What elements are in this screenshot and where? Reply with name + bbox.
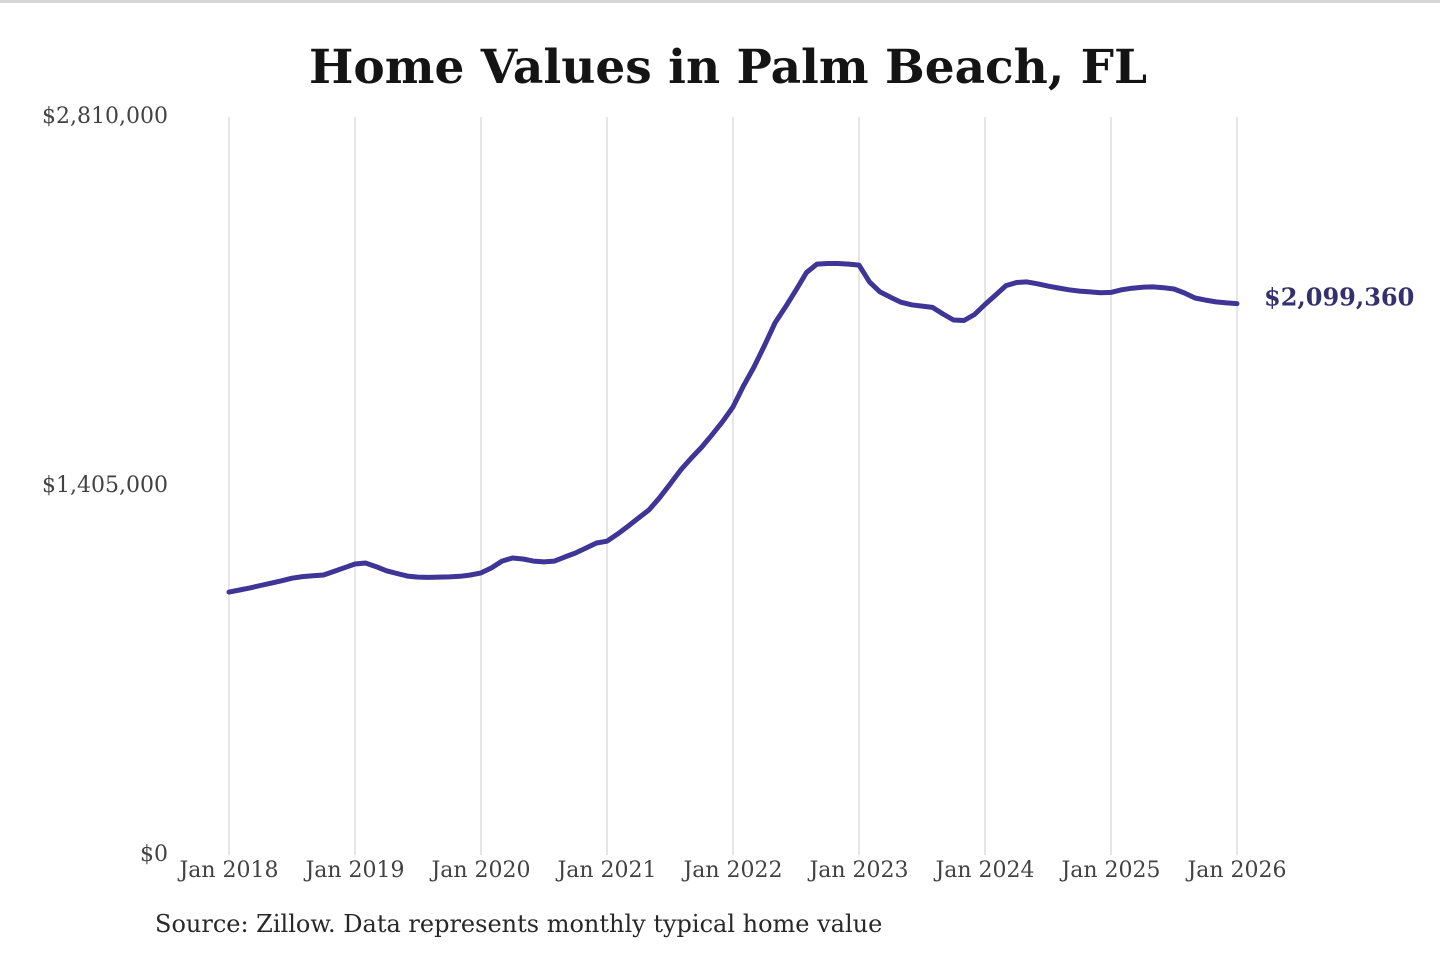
home-value-line [226,261,1240,595]
x-tick-label: Jan 2021 [557,858,657,883]
x-tick-label: Jan 2026 [1187,858,1287,883]
y-tick-label: $2,810,000 [42,104,168,129]
latest-value-label: $2,099,360 [1264,282,1415,312]
x-tick-label: Jan 2020 [431,858,531,883]
x-tick-label: Jan 2023 [809,858,909,883]
x-tick-label: Jan 2024 [935,858,1035,883]
x-tick-label: Jan 2018 [179,858,279,883]
x-tick-label: Jan 2025 [1061,858,1161,883]
chart-title: Home Values in Palm Beach, FL [309,40,1147,95]
y-tick-label: $0 [140,842,168,867]
y-tick-label: $1,405,000 [42,473,168,498]
window-top-edge [0,0,1440,3]
x-tick-label: Jan 2019 [305,858,405,883]
x-tick-label: Jan 2022 [683,858,783,883]
source-note: Source: Zillow. Data represents monthly … [155,910,883,938]
